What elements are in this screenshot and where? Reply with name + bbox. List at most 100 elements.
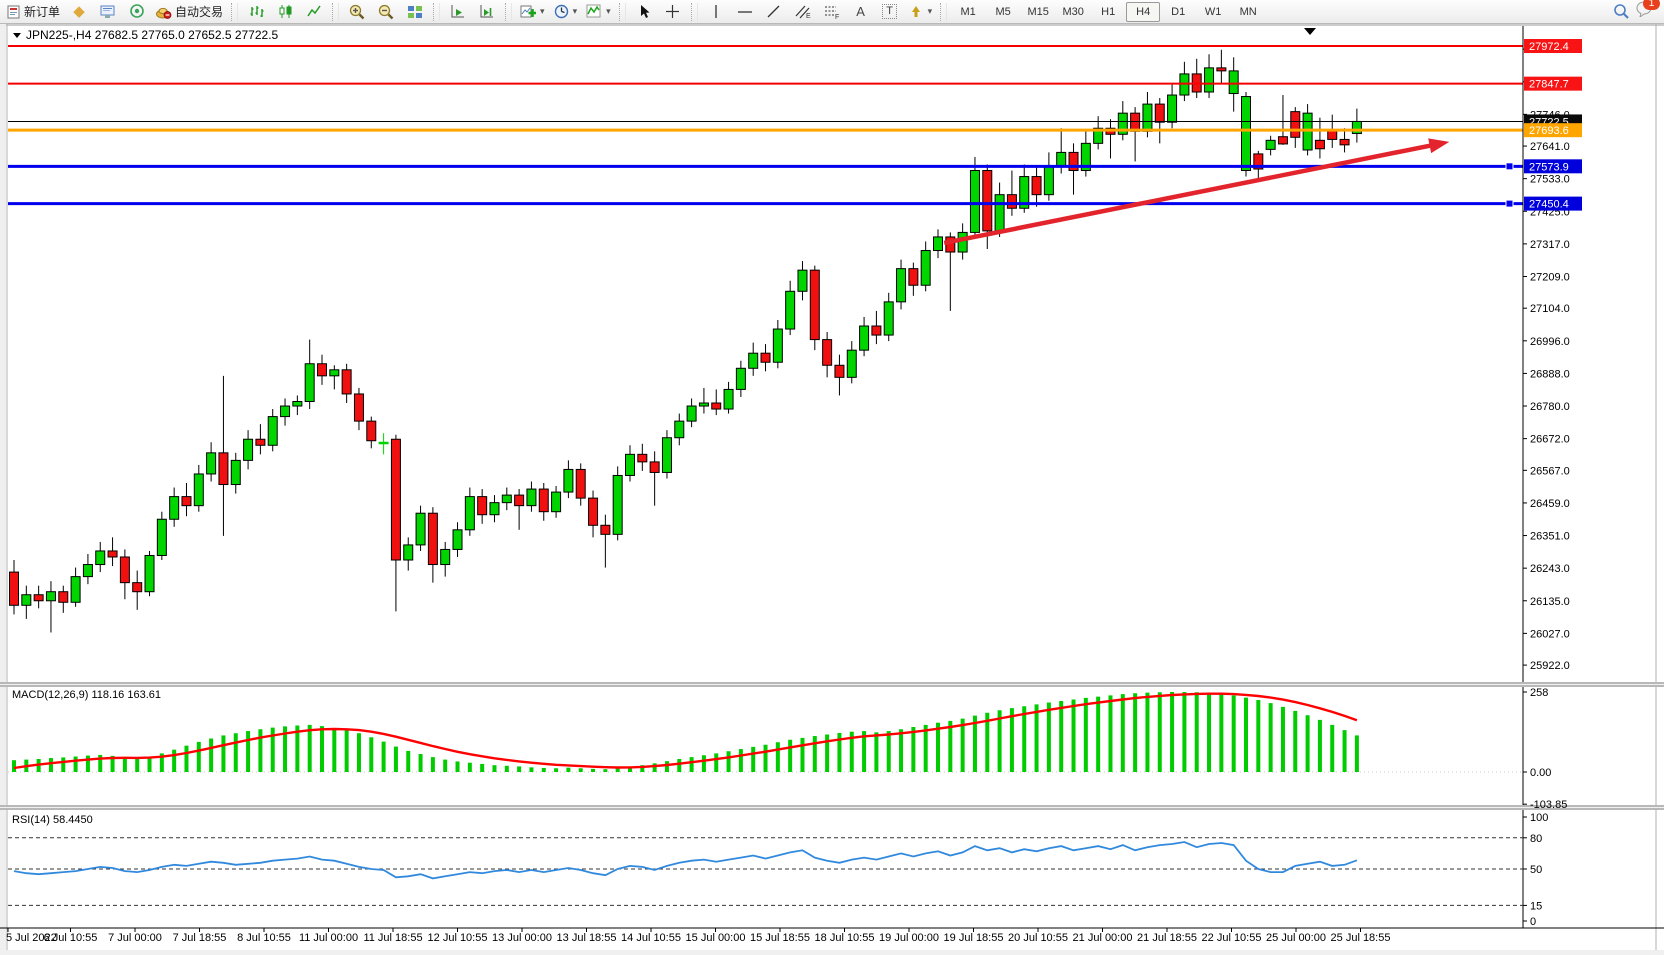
candle-body	[1290, 111, 1301, 138]
time-tick-label: 6 Jul 10:55	[44, 932, 98, 944]
price-badge	[1524, 159, 1582, 174]
chart-title: JPN225-,H4 27682.5 27765.0 27652.5 27722…	[26, 28, 279, 42]
trend-arrow[interactable]	[943, 141, 1438, 246]
price-tick-label: 27104.0	[1530, 303, 1570, 315]
rsi-pane[interactable]: RSI(14) 58.4450 100 80 50 15 0	[8, 812, 1548, 928]
rsi-splitter[interactable]	[0, 805, 1664, 810]
candle-body	[514, 494, 525, 507]
candle-body	[809, 269, 820, 341]
time-tick-label: 13 Jul 00:00	[492, 932, 552, 944]
price-tick-label: 27317.0	[1530, 239, 1570, 251]
candle-body	[292, 400, 303, 407]
channel-button[interactable]: E	[789, 1, 817, 23]
candle-body	[45, 591, 56, 602]
candle-body	[1154, 103, 1165, 123]
toolbar-separator	[940, 2, 948, 21]
bar-chart-button[interactable]	[242, 1, 270, 23]
rsi-axis-label: 50	[1530, 864, 1542, 876]
horizontal-line-button[interactable]	[731, 1, 759, 23]
chart-shift-marker[interactable]	[1304, 28, 1316, 35]
candle-body	[1093, 127, 1104, 144]
new-order-button[interactable]: 新订单	[3, 1, 64, 23]
candlestick-chart-button[interactable]	[271, 1, 299, 23]
arrows-button[interactable]: ▾	[905, 1, 937, 23]
line-chart-button[interactable]	[300, 1, 328, 23]
fibonacci-button[interactable]: F	[818, 1, 846, 23]
chart-canvas[interactable]: 27962.027854.027746.027641.027533.027425…	[0, 24, 1664, 950]
rsi-axis-label: 80	[1530, 833, 1542, 845]
line-handle[interactable]	[1505, 162, 1514, 171]
candle-body	[686, 405, 697, 422]
symbol-dropdown-icon[interactable]	[13, 33, 21, 38]
zoom-in-button[interactable]	[343, 1, 371, 23]
indicators-button[interactable]: ▾	[582, 1, 615, 23]
timeframe-D1[interactable]: D1	[1171, 5, 1186, 18]
candle-body	[477, 496, 488, 516]
text-label-button[interactable]: T	[876, 1, 904, 23]
signal-icon	[129, 4, 145, 19]
svg-text:F: F	[835, 14, 839, 19]
price-tick-label: 26027.0	[1530, 628, 1570, 640]
toolbar-right-tools: 1	[1613, 0, 1664, 22]
vertical-line-button[interactable]	[702, 1, 730, 23]
candle-body	[452, 529, 463, 550]
periods-button[interactable]: ▾	[550, 1, 582, 23]
timeframe-W1[interactable]: W1	[1204, 5, 1222, 18]
signals-button[interactable]	[123, 1, 151, 23]
horizontal-line-icon	[737, 7, 753, 17]
timeframe-M5[interactable]: M5	[995, 5, 1011, 18]
candle-body	[600, 524, 611, 535]
candle-body	[933, 236, 943, 252]
line-handle[interactable]	[1505, 199, 1514, 208]
timeframe-M30[interactable]: M30	[1062, 5, 1084, 18]
autotrade-button[interactable]: 自动交易	[152, 1, 227, 23]
text-label-icon: T	[882, 4, 897, 19]
candle-body	[563, 468, 574, 493]
trendline-button[interactable]	[760, 1, 788, 23]
cursor-icon	[637, 4, 651, 19]
candle-body	[58, 591, 69, 603]
timeframe-H4[interactable]: H4	[1126, 1, 1161, 22]
candle-body	[230, 459, 241, 486]
crosshair-button[interactable]	[659, 1, 687, 23]
time-tick-label: 21 Jul 18:55	[1137, 932, 1197, 944]
candle-body	[181, 496, 192, 507]
price-tick-label: 27209.0	[1530, 271, 1570, 283]
gold-diamond-icon: ◆	[73, 2, 85, 20]
candle-body	[661, 437, 672, 473]
price-tick-label: 26243.0	[1530, 563, 1570, 575]
macd-splitter[interactable]	[0, 682, 1664, 687]
chart-shift-button[interactable]	[473, 1, 501, 23]
zoom-out-button[interactable]	[372, 1, 400, 23]
search-icon[interactable]	[1613, 3, 1630, 20]
chat-button[interactable]: 1	[1636, 0, 1660, 22]
chart-window[interactable]: 27962.027854.027746.027641.027533.027425…	[0, 24, 1664, 950]
trend-arrow-head[interactable]	[1428, 138, 1450, 154]
timeframe-M15[interactable]: M15	[1027, 5, 1049, 18]
new-chart-button[interactable]: ▾	[516, 1, 549, 23]
cursor-button[interactable]	[630, 1, 658, 23]
timeframe-H1[interactable]: H1	[1101, 5, 1116, 18]
notification-badge: 1	[1643, 0, 1660, 10]
clock-icon	[554, 4, 569, 19]
timeframe-MN[interactable]: MN	[1239, 5, 1257, 18]
candle-body	[390, 438, 401, 561]
candle-body	[1031, 176, 1042, 196]
fibonacci-icon: F	[824, 4, 840, 21]
candle-body	[723, 388, 734, 410]
price-tick-label: 27533.0	[1530, 174, 1570, 186]
macd-pane[interactable]: MACD(12,26,9) 118.16 163.61 258 0.00 -103.8…	[8, 687, 1567, 811]
line-chart-icon	[306, 4, 322, 19]
market-watch-button[interactable]	[94, 1, 122, 23]
candle-body	[1265, 139, 1276, 150]
metaquotes-button[interactable]: ◆	[65, 1, 93, 23]
tile-windows-button[interactable]	[401, 1, 429, 23]
candle-body	[760, 352, 771, 363]
auto-scroll-button[interactable]	[444, 1, 472, 23]
candle-body	[1351, 120, 1362, 135]
timeframe-M1[interactable]: M1	[960, 5, 976, 18]
text-button[interactable]: A	[847, 1, 875, 23]
price-tick-label: 26567.0	[1530, 465, 1570, 477]
zoom-out-icon	[378, 4, 394, 20]
